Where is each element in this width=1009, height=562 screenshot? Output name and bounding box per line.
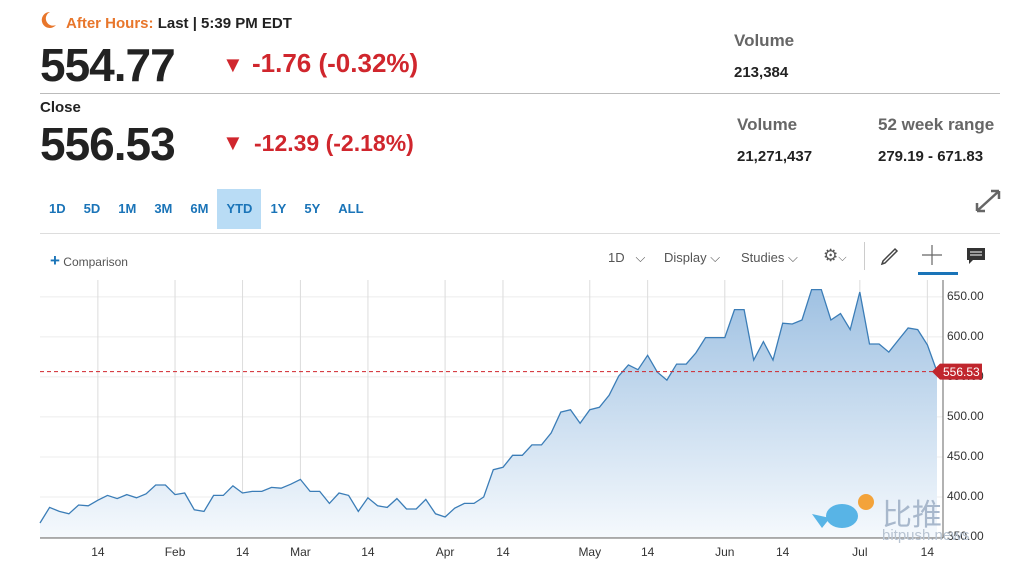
down-arrow: ▼ bbox=[222, 52, 244, 77]
range-label: 52 week range bbox=[878, 115, 995, 134]
x-tick-label: Apr bbox=[436, 545, 455, 559]
after-hours: After Hours: Last | 5:39 PM EDT bbox=[66, 15, 292, 32]
close-change: -12.39 (-2.18%) bbox=[254, 130, 414, 156]
x-tick-label: 14 bbox=[236, 545, 250, 559]
x-tick-label: Mar bbox=[290, 545, 311, 559]
y-tick-label: 450.00 bbox=[947, 449, 984, 463]
range-button[interactable]: 6M bbox=[190, 201, 209, 216]
range-buttons: 1D 5D 1M 3M 6M YTD 1Y 5Y ALL bbox=[40, 189, 373, 229]
display-label: Display bbox=[664, 250, 707, 265]
reference-badge bbox=[932, 363, 982, 380]
comparison-button[interactable]: + Comparison bbox=[50, 251, 128, 270]
comparison-label: Comparison bbox=[63, 255, 128, 269]
settings-button[interactable]: ⚙⌵ bbox=[823, 246, 847, 265]
range-button[interactable]: ALL bbox=[338, 201, 364, 216]
comment-icon[interactable] bbox=[965, 246, 987, 266]
studies-button[interactable]: Studies ⌵ bbox=[741, 250, 798, 265]
after-hours-label: After Hours: bbox=[66, 15, 154, 32]
watermark-url: bitpush.news bbox=[882, 527, 970, 544]
range-button[interactable]: 1M bbox=[118, 201, 137, 216]
down-arrow: ▼ bbox=[222, 130, 244, 155]
moon-icon bbox=[41, 11, 56, 28]
y-tick-label: 650.00 bbox=[947, 289, 984, 303]
draw-icon[interactable] bbox=[878, 244, 902, 268]
range-button[interactable]: 3M bbox=[154, 201, 173, 216]
y-tick-label: 600.00 bbox=[947, 329, 984, 343]
studies-label: Studies bbox=[741, 250, 785, 265]
x-tick-label: 14 bbox=[361, 545, 375, 559]
interval-button[interactable]: 1D ⌵ bbox=[608, 250, 646, 265]
price-line bbox=[39, 288, 938, 524]
range-button[interactable]: 5Y bbox=[304, 201, 321, 216]
volume-label: Volume bbox=[734, 31, 795, 50]
watermark: 比推 bbox=[882, 499, 942, 532]
y-tick-label: 350.00 bbox=[947, 529, 984, 543]
close-price: 556.53 bbox=[40, 118, 176, 170]
x-tick-label: Feb bbox=[165, 545, 186, 559]
crosshair-icon[interactable] bbox=[918, 242, 958, 276]
watermark-bird bbox=[812, 494, 874, 528]
y-tick-label: 400.00 bbox=[947, 489, 984, 503]
close-volume: 21,271,437 bbox=[737, 148, 813, 165]
close-label: Close bbox=[40, 99, 81, 116]
range: 279.19 - 671.83 bbox=[878, 148, 984, 165]
interval-label: 1D bbox=[608, 250, 625, 265]
range-button[interactable]: YTD bbox=[217, 189, 262, 229]
expand-icon[interactable] bbox=[974, 188, 1002, 214]
divider bbox=[40, 93, 1000, 94]
x-tick-label: 14 bbox=[776, 545, 790, 559]
divider bbox=[40, 233, 1000, 234]
range-button[interactable]: 5D bbox=[83, 201, 101, 216]
volume: 213,384 bbox=[734, 64, 789, 81]
price-change: -1.76 (-0.32%) bbox=[252, 48, 419, 78]
x-tick-label: 14 bbox=[641, 545, 655, 559]
display-button[interactable]: Display ⌵ bbox=[664, 250, 721, 265]
range-button[interactable]: 1D bbox=[49, 201, 66, 216]
range-button[interactable]: 1Y bbox=[270, 201, 287, 216]
x-tick-label: 14 bbox=[91, 545, 105, 559]
price: 554.77 bbox=[40, 39, 176, 91]
x-tick-label: 14 bbox=[496, 545, 510, 559]
x-tick-label: Jul bbox=[852, 545, 867, 559]
x-tick-label: 14 bbox=[921, 545, 935, 559]
y-tick-label: 500.00 bbox=[947, 409, 984, 423]
area-fill bbox=[40, 289, 937, 537]
x-tick-label: May bbox=[578, 545, 601, 559]
close-volume-label: Volume bbox=[737, 115, 798, 134]
last-time: Last | 5:39 PM EDT bbox=[157, 15, 292, 32]
x-tick-label: Jun bbox=[715, 545, 734, 559]
reference-label: 556.53 bbox=[943, 365, 980, 379]
separator bbox=[864, 242, 865, 270]
